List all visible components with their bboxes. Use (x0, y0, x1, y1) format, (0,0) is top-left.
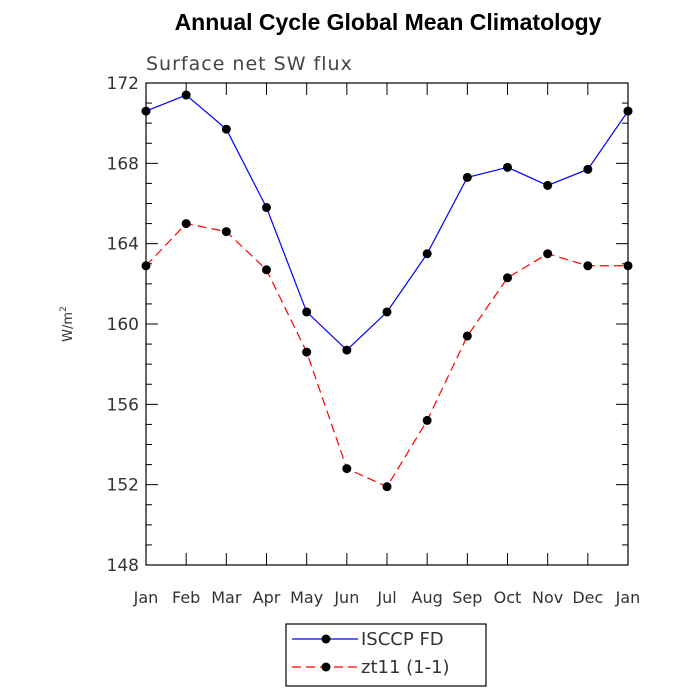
x-tick-label-4: May (290, 588, 323, 607)
x-tick-label-0: Jan (133, 588, 159, 607)
legend-box (285, 623, 487, 687)
series-0-point-9 (503, 162, 512, 172)
chart-title: Annual Cycle Global Mean Climatology (175, 9, 602, 35)
series-0-point-7 (422, 249, 432, 259)
y-axis-label-text: W/m (61, 312, 76, 342)
x-tick-label-9: Oct (494, 588, 522, 607)
y-tick-label-1: 152 (107, 476, 139, 496)
series-0-point-3 (262, 203, 271, 213)
y-tick-label-2: 156 (107, 395, 139, 415)
x-tick-label-11: Dec (572, 588, 603, 607)
x-tick-label-7: Aug (412, 588, 443, 607)
x-tick-label-1: Feb (172, 588, 200, 607)
y-tick-label-5: 168 (107, 154, 139, 174)
y-tick-labels: 148 152 156 160 164 168 172 (107, 74, 139, 576)
legend-marker-isccp-fd (321, 634, 331, 644)
legend-marker-zt11 (321, 662, 331, 672)
x-tick-label-12: Jan (615, 588, 641, 607)
ticks-layer (145, 82, 629, 566)
legend-label-zt11: zt11 (1-1) (361, 657, 450, 678)
x-tick-label-10: Nov (532, 588, 563, 607)
series-1-point-12 (623, 261, 633, 271)
series-0-point-12 (623, 106, 633, 116)
series-layer (141, 90, 633, 492)
series-0-point-4 (302, 307, 312, 317)
series-1-point-1 (181, 219, 191, 229)
series-0-point-2 (221, 124, 231, 134)
x-tick-label-5: Jun (333, 588, 359, 607)
series-0-point-0 (141, 106, 151, 116)
series-1-point-10 (543, 249, 553, 259)
y-axis-label-group: W/m2 (59, 306, 76, 342)
y-axis-label-superscript: 2 (59, 306, 69, 312)
x-tick-label-8: Sep (452, 588, 482, 607)
series-1-point-2 (221, 227, 231, 237)
y-tick-label-4: 164 (107, 235, 139, 255)
series-1-point-9 (503, 273, 512, 283)
y-tick-label-0: 148 (107, 556, 139, 576)
x-tick-label-3: Apr (253, 588, 281, 607)
legend: ISCCP FD zt11 (1-1) (285, 623, 487, 687)
series-0-point-8 (462, 172, 472, 182)
y-tick-label-3: 160 (107, 315, 139, 335)
chart-subtitle: Surface net SW flux (146, 53, 353, 75)
series-1-point-8 (462, 331, 472, 341)
series-1-point-7 (422, 415, 432, 425)
series-1-point-4 (302, 347, 312, 357)
x-tick-labels: Jan Feb Mar Apr May Jun Jul Aug Sep Oct Nov Dec Jan (133, 588, 641, 607)
plot-frame (145, 82, 629, 566)
x-tick-label-2: Mar (211, 588, 242, 607)
series-1-point-0 (141, 261, 151, 271)
series-1-point-6 (382, 482, 392, 492)
legend-label-isccp-fd: ISCCP FD (361, 629, 444, 650)
series-1-point-3 (262, 265, 271, 275)
series-1-point-11 (583, 261, 593, 271)
series-line-1 (145, 222, 628, 488)
series-1-point-5 (342, 464, 352, 474)
series-0-point-10 (543, 180, 553, 190)
x-tick-label-6: Jul (376, 588, 396, 607)
series-0-point-5 (342, 345, 352, 355)
series-0-point-11 (583, 164, 593, 174)
series-0-point-6 (382, 307, 392, 317)
series-0-point-1 (181, 90, 191, 100)
y-axis-label: W/m2 (59, 306, 76, 342)
y-tick-label-6: 172 (107, 74, 139, 94)
